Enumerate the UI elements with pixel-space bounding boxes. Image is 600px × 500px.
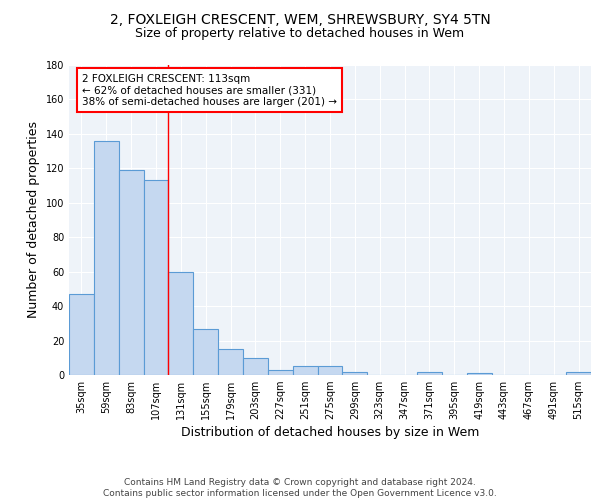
Bar xyxy=(268,370,293,375)
Bar xyxy=(119,170,143,375)
Text: Contains HM Land Registry data © Crown copyright and database right 2024.
Contai: Contains HM Land Registry data © Crown c… xyxy=(103,478,497,498)
Bar xyxy=(467,374,491,375)
X-axis label: Distribution of detached houses by size in Wem: Distribution of detached houses by size … xyxy=(181,426,479,440)
Bar xyxy=(169,272,193,375)
Bar xyxy=(193,328,218,375)
Bar xyxy=(417,372,442,375)
Text: 2 FOXLEIGH CRESCENT: 113sqm
← 62% of detached houses are smaller (331)
38% of se: 2 FOXLEIGH CRESCENT: 113sqm ← 62% of det… xyxy=(82,74,337,107)
Bar xyxy=(343,372,367,375)
Bar xyxy=(243,358,268,375)
Bar xyxy=(218,349,243,375)
Bar xyxy=(566,372,591,375)
Bar xyxy=(293,366,317,375)
Y-axis label: Number of detached properties: Number of detached properties xyxy=(27,122,40,318)
Bar xyxy=(94,141,119,375)
Bar xyxy=(317,366,343,375)
Bar xyxy=(69,294,94,375)
Text: Size of property relative to detached houses in Wem: Size of property relative to detached ho… xyxy=(136,28,464,40)
Bar xyxy=(143,180,169,375)
Text: 2, FOXLEIGH CRESCENT, WEM, SHREWSBURY, SY4 5TN: 2, FOXLEIGH CRESCENT, WEM, SHREWSBURY, S… xyxy=(110,12,490,26)
